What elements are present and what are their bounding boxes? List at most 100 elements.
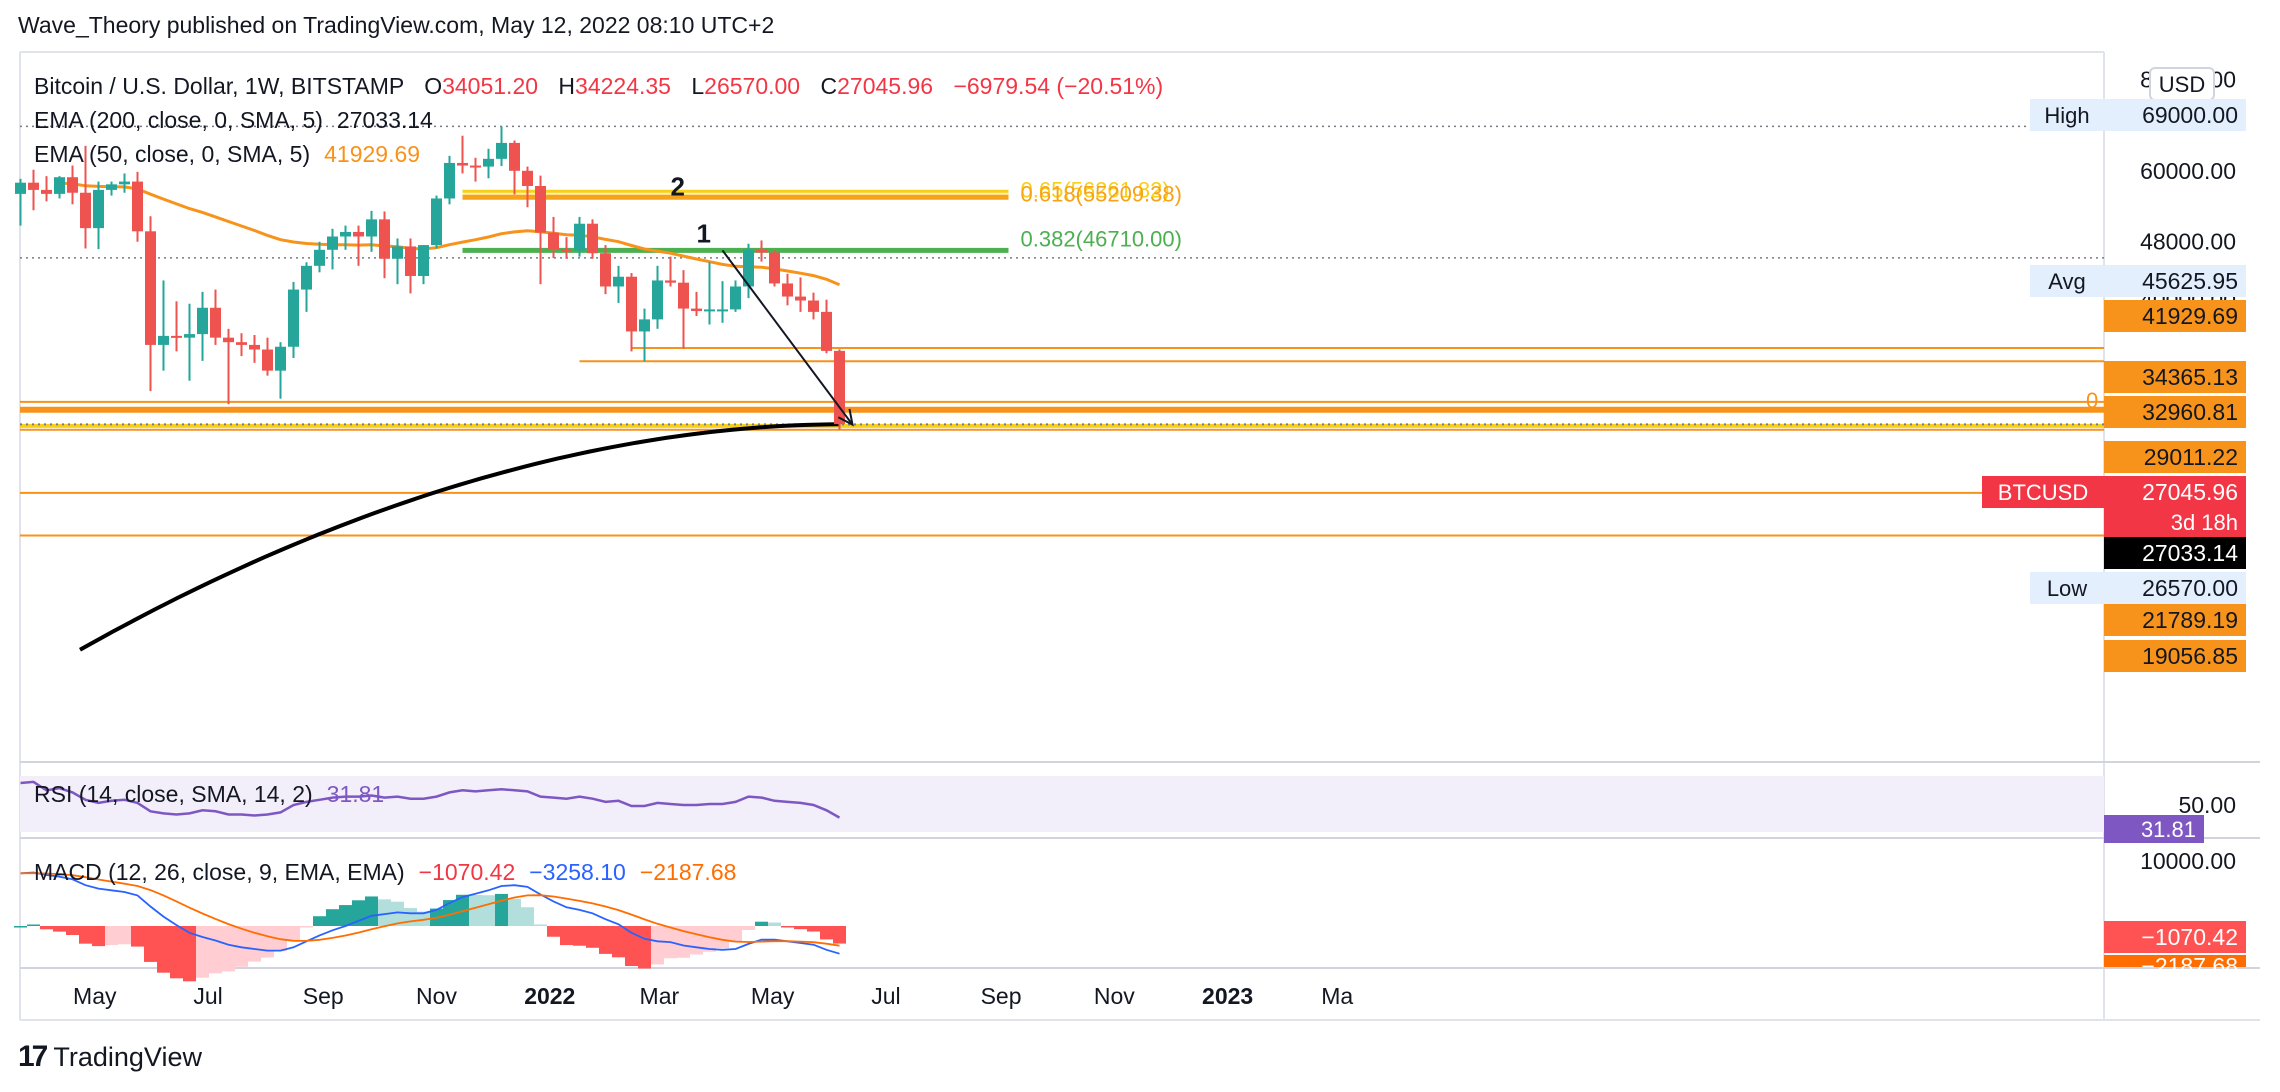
time-axis-tick: Jul: [193, 983, 222, 1009]
macd-histogram-bar: [365, 896, 378, 926]
last-price-value: 27045.96: [2142, 479, 2238, 505]
macd-histogram-bar: [248, 926, 261, 962]
price-tag-text: High: [2044, 103, 2089, 128]
ema200-line: [79, 422, 840, 652]
macd-histogram-bar: [547, 926, 560, 937]
candle-body: [522, 170, 533, 186]
price-label-box: [2104, 361, 2246, 393]
legend-close: 27045.96: [837, 73, 933, 99]
price-label-value: 29011.22: [2144, 444, 2238, 470]
candle-body: [132, 181, 143, 232]
fib-layer: 0.65(56261.82)0.618(55209.38) 0.382(46710…: [462, 177, 1182, 253]
candle-body: [457, 162, 468, 166]
wave-label-2: 2: [671, 171, 685, 201]
legend-ema50-label: EMA (50, close, 0, SMA, 5): [34, 141, 310, 167]
candle-body: [587, 223, 598, 254]
legend-ema200-value: 27033.14: [337, 107, 433, 133]
macd-line: [20, 871, 840, 955]
macd-histogram-bar: [716, 926, 729, 949]
candle-body: [626, 276, 637, 332]
time-axis-tick: 2022: [524, 983, 575, 1009]
ema50-line: [59, 181, 841, 287]
macd-histogram-bar: [625, 926, 638, 966]
legend-change: −6979.54 (−20.51%): [953, 73, 1163, 99]
macd-histogram-bar: [742, 926, 755, 930]
price-label-value: 32960.81: [2142, 399, 2238, 425]
legend-high: 34224.35: [575, 73, 671, 99]
price-labels: High 69000.00 Avg 45625.95 41929.69 34365.13 3…: [1982, 99, 2246, 979]
macd-histogram-bar: [131, 926, 144, 947]
macd-histogram-bar: [287, 926, 300, 941]
rsi-band: [20, 776, 2104, 832]
annotation-layer: 12: [671, 171, 854, 427]
candle-body: [275, 346, 286, 371]
legend-h-label: H: [558, 73, 575, 99]
macd-histogram-bar: [27, 924, 40, 927]
price-label-box: [2104, 300, 2246, 332]
signal-current-box: [2104, 955, 2246, 967]
macd-histogram-bar: [820, 926, 833, 940]
macd-histogram-bar: [118, 926, 131, 945]
signal-line: [20, 872, 840, 947]
price-chart[interactable]: 0.65(56261.82)0.618(55209.38) 0.382(46710…: [0, 0, 2280, 1030]
last-price-box: [2104, 476, 2246, 538]
candle-body: [691, 308, 702, 312]
macd-histogram-bar: [573, 926, 586, 946]
macd-histogram-bar: [157, 926, 170, 973]
time-axis-tick: Nov: [416, 983, 457, 1009]
candle-body: [236, 342, 247, 345]
candle-body: [340, 231, 351, 237]
candle-body: [756, 249, 767, 253]
bar-countdown: 3d 18h: [2171, 510, 2238, 535]
macd-histogram-bar: [144, 926, 157, 962]
levels-layer: 0: [20, 125, 2104, 537]
macd-histogram-bar: [534, 924, 547, 926]
candle-body: [795, 296, 806, 301]
time-axis-tick: Sep: [981, 983, 1022, 1009]
macd-histogram-bar: [638, 926, 651, 969]
time-axis-tick: Ma: [1321, 983, 1353, 1009]
svg-text:RSI (14, close, SMA, 14, 2)31.: RSI (14, close, SMA, 14, 2) 31.81: [34, 781, 384, 807]
candle-body: [782, 283, 793, 297]
price-label-box: [2104, 396, 2246, 428]
svg-text:Bitcoin / U.S. Dollar, 1W, BIT: Bitcoin / U.S. Dollar, 1W, BITSTAMP O340…: [34, 73, 1163, 99]
macd-histogram-bar: [807, 926, 820, 932]
time-axis-tick: Jul: [871, 983, 900, 1009]
fib-zero-label: 0: [2086, 388, 2098, 413]
tradingview-logo-icon: 17: [18, 1040, 48, 1073]
time-axis-tick: Sep: [303, 983, 344, 1009]
macd-histogram-bar: [300, 926, 313, 928]
symbol-tag-text: BTCUSD: [1998, 480, 2088, 505]
projection-arrow-head: [837, 408, 854, 427]
macd-histogram-bar: [79, 926, 92, 944]
candle-body: [210, 307, 221, 338]
legend-o-label: O: [424, 73, 442, 99]
candle-body: [288, 289, 299, 347]
macd-histogram-bar: [261, 926, 274, 958]
macd-histogram-bar: [781, 926, 794, 928]
chart-legend: Bitcoin / U.S. Dollar, 1W, BITSTAMP O340…: [34, 73, 1163, 885]
macd-histogram-bar: [391, 901, 404, 926]
candle-body: [158, 335, 169, 345]
candle-body: [67, 177, 78, 193]
svg-text:EMA (50, close, 0, SMA, 5)4192: EMA (50, close, 0, SMA, 5) 41929.69: [34, 141, 420, 167]
candle-body: [223, 337, 234, 343]
candle-body: [405, 246, 416, 276]
price-label-value: 26570.00: [2142, 575, 2238, 601]
legend-c-label: C: [821, 73, 838, 99]
macd-histogram-bar: [170, 926, 183, 979]
macd-histogram-bar: [313, 916, 326, 926]
candle-body: [314, 249, 325, 266]
candle-body: [262, 349, 273, 371]
candle-body: [379, 219, 390, 259]
macd-histogram-bar: [40, 926, 53, 930]
candle-body: [821, 311, 832, 351]
macd-histogram-bar: [105, 926, 118, 946]
legend-ema50-value: 41929.69: [324, 141, 420, 167]
macd-histogram-bar: [209, 926, 222, 974]
macd-histogram-bar: [586, 926, 599, 948]
rsi-current-box: [2104, 815, 2204, 843]
svg-text:MACD (12, 26, close, 9, EMA, E: MACD (12, 26, close, 9, EMA, EMA) −1070.4…: [34, 859, 736, 885]
candle-body: [145, 231, 156, 345]
signal-current-value: −2187.68: [2141, 953, 2238, 979]
